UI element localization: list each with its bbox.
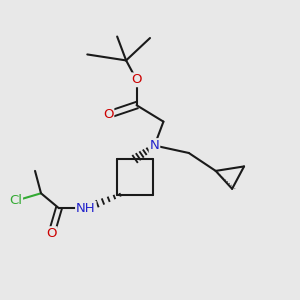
Text: Cl: Cl — [9, 194, 22, 207]
Text: NH: NH — [76, 202, 96, 215]
Text: N: N — [150, 139, 159, 152]
Text: O: O — [103, 108, 113, 121]
Text: O: O — [46, 227, 57, 240]
Text: O: O — [131, 73, 142, 86]
